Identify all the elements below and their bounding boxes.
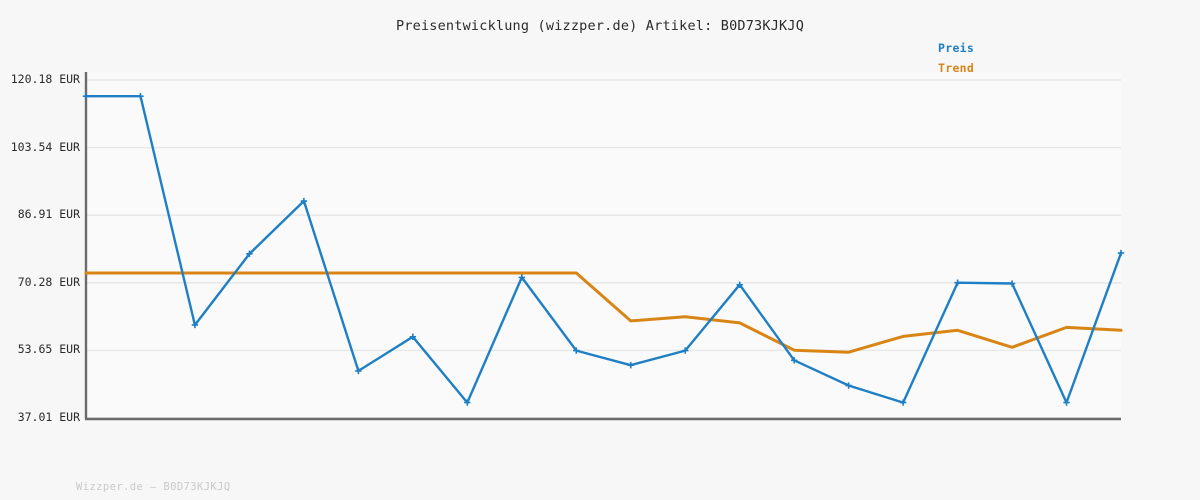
- series-line-trend: [84, 271, 1123, 354]
- data-point-marker: [899, 399, 907, 406]
- y-axis-tick-label: 86.91 EUR: [17, 207, 80, 222]
- series-line-preis: [84, 94, 1123, 404]
- data-point-marker: [1008, 280, 1016, 287]
- data-point-marker: [627, 362, 634, 369]
- y-axis-tick-label: 120.18 EUR: [10, 72, 80, 86]
- data-point-marker: [409, 333, 417, 340]
- y-axis-tick-label: 70.28 EUR: [17, 274, 80, 289]
- y-axis-tick-label: 103.54 EUR: [10, 139, 80, 154]
- chart-legend: Preis Trend: [938, 38, 1078, 78]
- chart-title: Preisentwicklung (wizzper.de) Artikel: B…: [395, 18, 805, 34]
- legend-item-preis[interactable]: Preis: [938, 41, 975, 55]
- data-point-marker: [1117, 249, 1125, 257]
- data-point-marker: [82, 92, 90, 100]
- data-point-marker: [518, 274, 525, 281]
- data-point-marker: [736, 281, 743, 288]
- series-markers-preis: [82, 92, 1125, 406]
- legend-item-trend[interactable]: Trend: [938, 61, 975, 75]
- y-axis-tick-label: 37.01 EUR: [17, 410, 80, 424]
- data-point-marker: [954, 279, 961, 286]
- watermark: Wizzper.de – B0D73KJKJQ: [76, 481, 231, 493]
- y-axis-tick-label: 53.65 EUR: [17, 342, 80, 357]
- plot-background: [86, 72, 1121, 419]
- data-point-marker: [246, 250, 253, 258]
- data-point-marker: [790, 357, 798, 364]
- data-point-marker: [682, 347, 689, 354]
- data-point-marker: [845, 382, 852, 389]
- data-point-marker: [300, 197, 308, 205]
- data-point-marker: [137, 92, 144, 100]
- data-point-marker: [355, 367, 362, 375]
- data-point-marker: [1063, 399, 1070, 406]
- data-point-marker: [464, 399, 471, 406]
- data-point-marker: [191, 321, 199, 329]
- data-point-marker: [573, 347, 580, 354]
